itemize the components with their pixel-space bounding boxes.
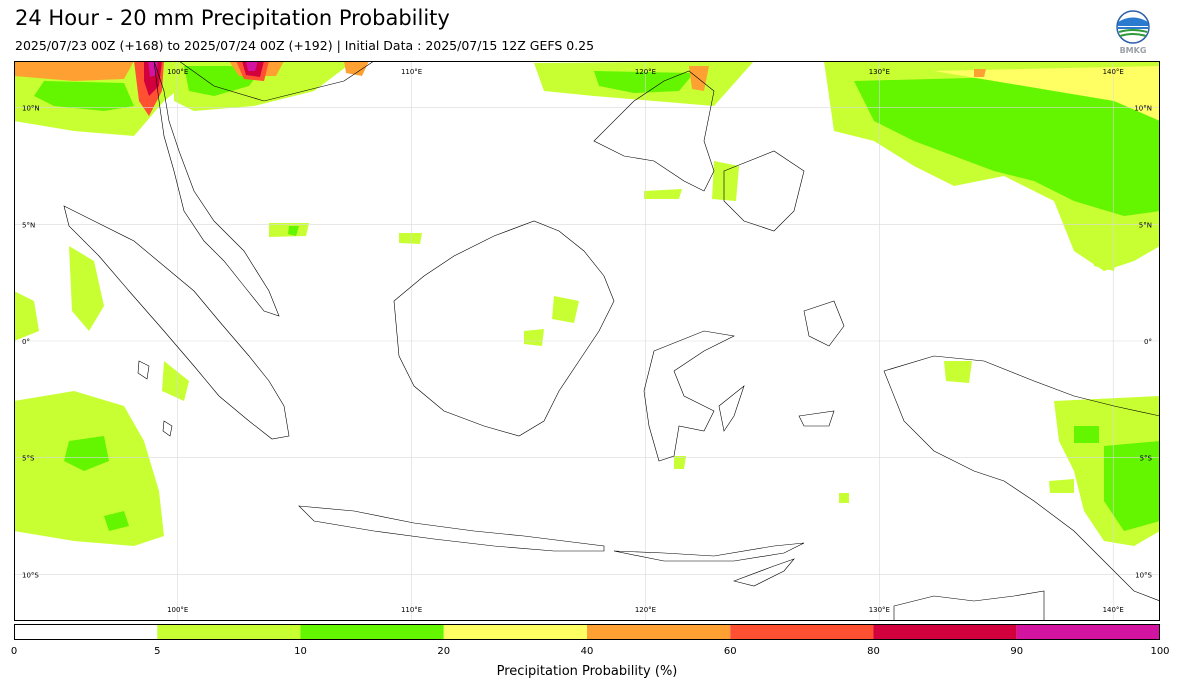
bmkg-logo: BMKG	[1116, 10, 1150, 55]
precip-field-high	[934, 66, 1160, 121]
longitude-labels-bottom: 100°E 110°E 120°E 130°E 140°E	[167, 606, 1124, 614]
colorbar-segment	[587, 624, 731, 640]
latitude-label: 10°S	[1135, 571, 1152, 579]
timor-coast	[732, 558, 795, 587]
colorbar-segment	[14, 624, 158, 640]
longitude-label: 140°E	[1103, 606, 1124, 614]
colorbar-segment	[1016, 624, 1160, 640]
longitude-label: 130°E	[869, 68, 890, 76]
colorbar-segment	[730, 624, 874, 640]
precip-field-mid	[34, 66, 1160, 531]
colorbar-tick-label: 40	[580, 646, 594, 657]
latitude-label: 10°N	[1134, 105, 1152, 113]
longitude-label: 110°E	[401, 606, 422, 614]
mentawai-coast	[162, 420, 173, 437]
new-guinea-coast	[883, 355, 1160, 602]
colorbar	[14, 624, 1160, 640]
latitude-label: 0°	[1144, 338, 1152, 346]
colorbar-tick-label: 80	[867, 646, 880, 657]
colorbar-title: Precipitation Probability (%)	[496, 664, 678, 679]
longitude-label: 120°E	[635, 68, 656, 76]
longitude-label: 100°E	[167, 606, 188, 614]
colorbar-tick-label: 5	[154, 646, 161, 657]
precip-field-orange	[14, 61, 986, 91]
java-coast	[298, 505, 605, 552]
precipitation-map: 100°E 110°E 120°E 130°E 140°E 100°E 110°E 120°…	[14, 61, 1160, 621]
coastlines	[63, 61, 1160, 621]
latitude-label: 10°S	[22, 571, 39, 579]
colorbar-segment	[443, 624, 587, 640]
logo-text: BMKG	[1120, 46, 1147, 55]
halmahera-coast	[803, 300, 845, 347]
colorbar-tick-label: 0	[10, 646, 18, 657]
australia-coast	[893, 590, 1045, 621]
latitude-label: 5°N	[1139, 221, 1152, 229]
map-frame	[14, 61, 1160, 621]
longitude-label: 120°E	[635, 606, 656, 614]
nias-coast	[137, 360, 150, 380]
sulawesi-coast	[643, 330, 735, 462]
malay-peninsula-coast	[153, 61, 280, 317]
colorbar-segment	[300, 624, 444, 640]
latitude-label: 0°	[22, 338, 30, 346]
indochina-coast	[178, 61, 375, 102]
sumatra-coast	[63, 205, 290, 440]
longitude-labels-top: 100°E 110°E 120°E 130°E 140°E	[167, 68, 1124, 76]
seram-coast	[798, 410, 835, 427]
colorbar-tick-label: 20	[437, 646, 451, 657]
borneo-coast	[393, 220, 615, 437]
sulawesi-southeast-coast	[718, 385, 745, 432]
colorbar-segment	[157, 624, 301, 640]
longitude-label: 100°E	[167, 68, 188, 76]
colorbar-segment	[873, 624, 1017, 640]
colorbar-tick-label: 100	[1150, 646, 1170, 657]
mindanao-coast	[723, 150, 805, 232]
latitude-label: 5°N	[22, 221, 35, 229]
colorbar-frame	[14, 624, 1160, 640]
longitude-label: 140°E	[1103, 68, 1124, 76]
latitude-labels-right: 10°N 5°N 0° 5°S 10°S	[1134, 105, 1152, 580]
colorbar-tick-label: 60	[723, 646, 737, 657]
colorbar-tick-label: 10	[294, 646, 307, 657]
map-grid	[14, 61, 1160, 621]
longitude-label: 130°E	[869, 606, 890, 614]
latitude-labels-left: 10°N 5°N 0° 5°S 10°S	[22, 105, 40, 580]
latitude-label: 5°S	[22, 455, 35, 463]
philippines-coast	[593, 70, 715, 192]
nusa-tenggara-coast	[613, 542, 805, 562]
map-subtitle: 2025/07/23 00Z (+168) to 2025/07/24 00Z …	[15, 38, 595, 53]
colorbar-tick-label: 90	[1010, 646, 1024, 657]
map-title: 24 Hour - 20 mm Precipitation Probabilit…	[15, 6, 450, 30]
latitude-label: 10°N	[22, 105, 40, 113]
longitude-label: 110°E	[401, 68, 422, 76]
latitude-label: 5°S	[1140, 455, 1153, 463]
